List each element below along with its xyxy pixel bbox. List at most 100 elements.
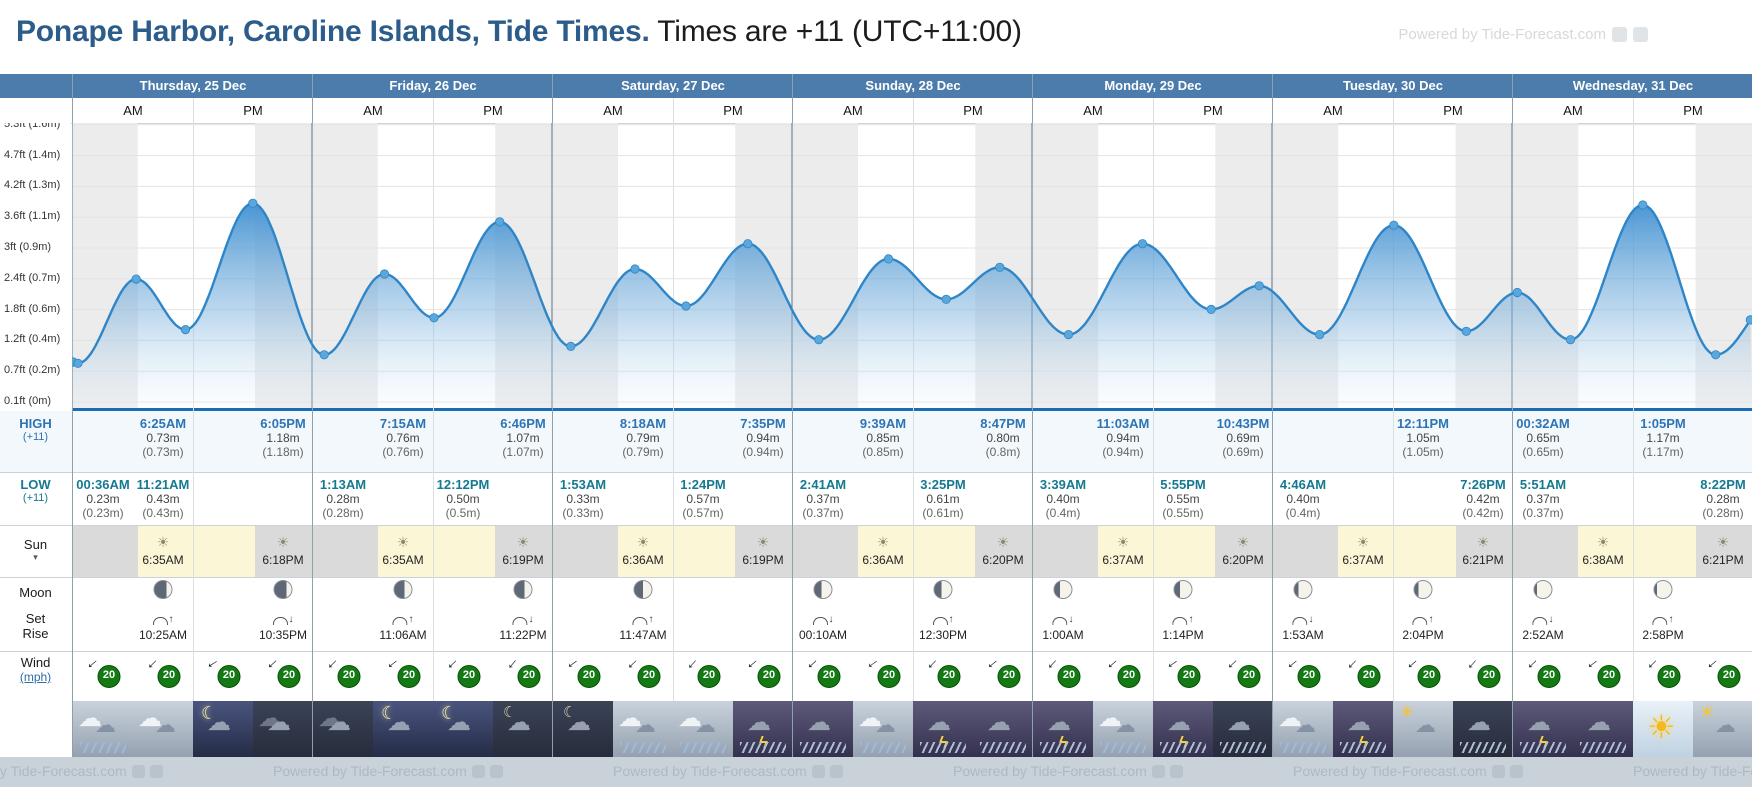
cloud-icon: ☁	[1467, 709, 1491, 736]
moon-rise-icon: ↑	[632, 613, 653, 625]
day-header: Monday, 29 Dec	[1033, 74, 1273, 98]
cloud-icon: ☁	[507, 709, 531, 736]
sunset-icon: ☀	[276, 534, 290, 550]
rain-icon	[680, 742, 726, 753]
day-header: Friday, 26 Dec	[313, 74, 553, 98]
sun-night-shade	[975, 525, 1099, 577]
ampm-label-am: AM	[1083, 103, 1103, 118]
cloud-icon: ☁	[858, 705, 882, 732]
watermark-footer: Powered by Tide-Forecast.com	[1633, 763, 1752, 779]
wind-unit-link[interactable]: (mph)	[19, 670, 52, 684]
high-tide-time: 9:39AM	[859, 416, 907, 431]
low-tide-time: 5:51AM	[1519, 477, 1567, 492]
watermark-badge-icon	[811, 764, 825, 778]
wind-cell: → 20	[202, 654, 241, 688]
sunset-time: 6:20PM	[1222, 553, 1264, 567]
sunset-entry: ☀ 6:18PM	[262, 534, 303, 568]
day-header: Saturday, 27 Dec	[553, 74, 793, 98]
moonrise-entry: ↑ 12:30PM	[919, 613, 967, 643]
weather-icon-moon-bright: ☾ ☁	[193, 701, 253, 757]
high-row-label: HIGH (+11)	[0, 417, 71, 444]
high-tide-time: 12:11PM	[1396, 416, 1450, 431]
moon-set-time: 00:10AM	[798, 628, 848, 642]
sunrise-time: 6:35AM	[142, 553, 184, 567]
rain-icon	[1100, 742, 1146, 753]
moon-rise-time: 10:25AM	[138, 628, 188, 642]
ampm-label-am: AM	[1563, 103, 1583, 118]
sunrise-icon: ☀	[156, 534, 170, 550]
wind-cell: → 20	[562, 654, 601, 688]
high-tide-height-m: 0.76m	[386, 431, 420, 445]
weather-icon-rain-heavy: ☁	[1573, 701, 1633, 757]
high-tide-height-paren: (1.18m)	[262, 445, 304, 459]
low-tide-time: 4:46AM	[1279, 477, 1327, 492]
high-tide-entry: 7:35PM 0.94m (0.94m)	[740, 417, 786, 459]
weather-icon-cloud-day: ☁ ☁	[133, 701, 193, 757]
watermark-top: Powered by Tide-Forecast.com	[1398, 26, 1648, 43]
wind-cell: → 20	[502, 654, 541, 688]
cloud-icon: ☁	[1278, 705, 1302, 732]
moonrise-entry: ↑ 2:58PM	[1642, 613, 1683, 643]
wind-speed-badge: 20	[757, 665, 781, 688]
moon-icon: ☾	[381, 703, 398, 723]
tide-curve-chart	[72, 123, 1752, 408]
rain-icon	[980, 742, 1026, 753]
watermark-badge-icon	[471, 764, 485, 778]
wind-speed-badge: 20	[397, 665, 421, 688]
watermark-footer: Powered by Tide-Forecast.com	[613, 763, 843, 779]
moonset-entry: ↓ 1:53AM	[1282, 613, 1323, 643]
wind-row-label: Wind (mph)	[0, 655, 71, 685]
sun-night-shade	[1695, 525, 1752, 577]
low-tide-height-m: 0.37m	[806, 492, 840, 506]
wind-speed-badge: 20	[217, 665, 241, 688]
weather-icon-sun-cloud: ☀ ☁	[1693, 701, 1752, 757]
wind-cell: → 20	[1282, 654, 1321, 688]
moon-set-time: 11:22PM	[499, 628, 547, 642]
sunrise-icon: ☀	[1116, 534, 1130, 550]
moon-icon: ☾	[201, 703, 218, 723]
low-tide-time: 1:13AM	[319, 477, 367, 492]
sunrise-entry: ☀ 6:36AM	[622, 535, 664, 568]
wind-speed-badge: 20	[1057, 665, 1081, 688]
low-tide-height-m: 0.61m	[926, 492, 960, 506]
wind-cell: → 20	[742, 654, 781, 688]
weather-icon-storm: ☁ϟ	[913, 701, 973, 757]
moon-icon: ☾	[441, 703, 458, 723]
rain-icon	[1520, 742, 1566, 753]
cloud-icon: ☁	[447, 709, 471, 736]
low-tide-height-paren: (0.23m)	[82, 506, 124, 520]
y-axis-label: 1.2ft (0.4m)	[4, 333, 61, 346]
wind-cell: → 20	[382, 654, 421, 688]
low-tide-entry: 1:13AM 0.28m (0.28m)	[320, 478, 366, 520]
high-tide-time: 10:43PM	[1216, 416, 1270, 431]
wind-speed-badge: 20	[1417, 665, 1441, 688]
weather-icon-moon-cloud-dark: ☾ ☁	[493, 701, 553, 757]
wind-cell: → 20	[922, 654, 961, 688]
cloud-icon: ☁	[155, 714, 176, 737]
sunrise-time: 6:36AM	[622, 553, 664, 567]
weather-icon-storm: ☁ϟ	[1333, 701, 1393, 757]
sun-row-label: Sun ▾	[0, 537, 71, 562]
low-tide-height-paren: (0.57m)	[682, 506, 724, 520]
sunrise-icon: ☀	[1356, 534, 1370, 550]
weather-icon-rain-day: ☁ ☁	[673, 701, 733, 757]
noon-divider	[193, 98, 194, 757]
sun-row-toggle[interactable]: ▾	[33, 552, 38, 562]
wind-speed-badge: 20	[1357, 665, 1381, 688]
high-tide-entry: 8:47PM 0.80m (0.8m)	[980, 417, 1026, 459]
wind-cell: → 20	[142, 654, 181, 688]
weather-icon-rain-night: ☁	[1453, 701, 1513, 757]
wind-speed-badge: 20	[1597, 665, 1621, 688]
wind-speed-badge: 20	[577, 665, 601, 688]
wind-speed-badge: 20	[877, 665, 901, 688]
watermark-badge-icon	[1151, 764, 1165, 778]
wind-cell: → 20	[1642, 654, 1681, 688]
y-axis-label: 5.3ft (1.6m)	[4, 123, 61, 130]
row-separator-line	[0, 472, 1752, 473]
sunset-icon: ☀	[1236, 534, 1250, 550]
high-tide-height-paren: (0.69m)	[1222, 445, 1264, 459]
cloud-icon: ☁	[387, 709, 411, 736]
watermark-text: Powered by Tide-Forecast.com	[273, 763, 467, 779]
y-axis-label: 1.8ft (0.6m)	[4, 302, 61, 315]
low-tide-time: 8:22PM	[1700, 477, 1746, 492]
